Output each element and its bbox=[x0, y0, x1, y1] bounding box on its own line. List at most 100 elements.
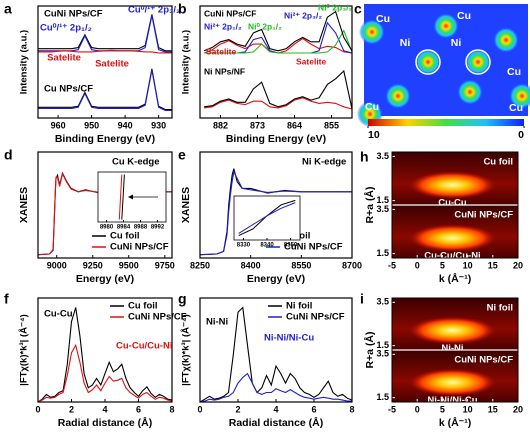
x-tick-label: 950 bbox=[84, 120, 99, 130]
y-tick-label: 1.5 bbox=[376, 392, 389, 402]
panel-letter: f bbox=[4, 291, 9, 307]
inset-line bbox=[118, 174, 123, 220]
x-tick-label: 8330 bbox=[237, 243, 251, 249]
colorbar-label: 10 bbox=[368, 129, 380, 141]
peak-label: Ni-Ni/Ni-Cu bbox=[427, 395, 477, 406]
panel-letter: h bbox=[360, 149, 369, 165]
x-tick-label: 4 bbox=[102, 404, 107, 414]
annotation: Ni-Ni bbox=[206, 317, 228, 328]
x-tick-label: 8980 bbox=[100, 225, 114, 231]
wavelet-peak bbox=[408, 368, 497, 397]
ni-ring bbox=[415, 49, 441, 75]
x-tick-label: 0 bbox=[415, 404, 420, 414]
x-tick-label: 8 bbox=[169, 404, 174, 414]
panel-letter: b bbox=[178, 1, 187, 17]
x-tick-label: 8350 bbox=[284, 243, 298, 249]
x-tick-label: 0 bbox=[415, 260, 420, 270]
x-tick-label: 0 bbox=[197, 404, 202, 414]
x-tick-label: 15 bbox=[488, 260, 498, 270]
x-tick-label: 8984 bbox=[117, 225, 131, 231]
y-axis-label: R+a (Å) bbox=[363, 186, 376, 223]
y-tick-label: 3.5 bbox=[376, 204, 389, 214]
x-tick-label: 8250 bbox=[190, 260, 210, 270]
annotation: Ni²⁺ 2p₃/₂ bbox=[284, 10, 322, 20]
legend-label: CuNi NPs/CF bbox=[110, 242, 169, 253]
subplot-label: Ni foil bbox=[487, 303, 513, 314]
y-axis-label: Intensity (a.u.) bbox=[181, 30, 192, 94]
x-tick-label: 5 bbox=[440, 404, 445, 414]
peak-label: Cu-Cu/Cu-Ni bbox=[424, 251, 480, 262]
x-tick-label: 4 bbox=[273, 404, 278, 414]
x-tick-label: 9250 bbox=[83, 260, 103, 270]
series-line bbox=[204, 29, 353, 54]
inset-line bbox=[238, 202, 296, 234]
wavelet-peak bbox=[408, 224, 497, 253]
x-tick-label: 10 bbox=[463, 404, 473, 414]
legend-label: Cu foil bbox=[128, 301, 158, 312]
annotation: Cu K-edge bbox=[112, 157, 160, 168]
atom-density bbox=[433, 13, 459, 39]
panel-letter: d bbox=[4, 147, 13, 163]
plot-frame bbox=[391, 297, 519, 403]
x-tick-label: 8340 bbox=[260, 243, 274, 249]
series-line bbox=[199, 170, 352, 256]
y-axis-label: |FTχ(k)*k³| (Å⁻⁴) bbox=[181, 314, 192, 386]
annotation: Ni⁰ 2p₁/₂ bbox=[248, 21, 282, 31]
annotation: Ni K-edge bbox=[302, 157, 346, 168]
inset-arrowhead bbox=[128, 194, 133, 200]
x-tick-label: 864 bbox=[287, 120, 302, 130]
series-line bbox=[38, 69, 172, 112]
colorbar-label: 0 bbox=[518, 129, 524, 141]
x-tick-label: 873 bbox=[250, 120, 265, 130]
x-axis-label: Binding Energy (eV) bbox=[226, 133, 326, 145]
x-tick-label: 9750 bbox=[155, 260, 175, 270]
y-tick-label: 1.5 bbox=[376, 340, 389, 350]
x-tick-label: 15 bbox=[488, 404, 498, 414]
annotation: Ni²⁺ 2p₁/₂ bbox=[204, 21, 242, 31]
panel-letter: i bbox=[360, 291, 364, 307]
y-tick-label: 3.5 bbox=[376, 151, 389, 161]
subplot-label: CuNi NPs/CF bbox=[454, 210, 513, 221]
legend-label: CuNi NPs/CF bbox=[286, 312, 345, 323]
peak-label: Ni-Ni bbox=[441, 343, 463, 354]
panel-letter: a bbox=[4, 1, 12, 17]
plot-frame bbox=[391, 151, 519, 259]
annotation: Cu NPs/CF bbox=[44, 84, 93, 95]
annotation: Satelite bbox=[95, 59, 129, 70]
x-tick-label: 6 bbox=[311, 404, 316, 414]
series-line bbox=[199, 372, 352, 403]
atom-density bbox=[457, 79, 483, 105]
ni-ring bbox=[465, 49, 491, 75]
legend-label: CuNi NPs/CF bbox=[284, 242, 343, 253]
x-tick-label: 2 bbox=[69, 404, 74, 414]
x-tick-label: 0 bbox=[35, 404, 40, 414]
plot-background bbox=[38, 298, 172, 402]
panel-letter: c bbox=[354, 1, 362, 17]
annotation: Ni-Ni/Ni-Cu bbox=[264, 333, 314, 344]
atom-label: Cu bbox=[507, 66, 521, 78]
wavelet-peak bbox=[408, 316, 497, 345]
subplot-label: Cu foil bbox=[483, 157, 513, 168]
annotation: CuNi NPs/CF bbox=[44, 9, 103, 20]
annotation: Satelite bbox=[296, 56, 327, 66]
atom-label: Ni bbox=[400, 37, 411, 49]
inset-frame bbox=[97, 171, 167, 223]
y-tick-label: 3.5 bbox=[376, 297, 389, 307]
plot-frame bbox=[37, 5, 173, 119]
atom-label: Cu bbox=[365, 101, 379, 113]
x-tick-label: 2 bbox=[235, 404, 240, 414]
x-tick-label: 5 bbox=[440, 260, 445, 270]
panel-letter: g bbox=[178, 291, 187, 307]
annotation: Satelite bbox=[206, 46, 237, 56]
legend-label: Cu foil bbox=[110, 231, 140, 242]
atom-label: Cu bbox=[457, 10, 471, 22]
x-axis-label: k (Å⁻¹) bbox=[439, 416, 471, 429]
x-tick-label: 940 bbox=[118, 120, 133, 130]
inset-frame bbox=[233, 195, 301, 241]
x-tick-label: 20 bbox=[513, 260, 523, 270]
x-axis-label: Energy (eV) bbox=[76, 273, 134, 285]
annotation: Cu-Cu bbox=[44, 309, 73, 320]
x-tick-label: 9000 bbox=[47, 260, 67, 270]
x-tick-label: 10 bbox=[463, 260, 473, 270]
